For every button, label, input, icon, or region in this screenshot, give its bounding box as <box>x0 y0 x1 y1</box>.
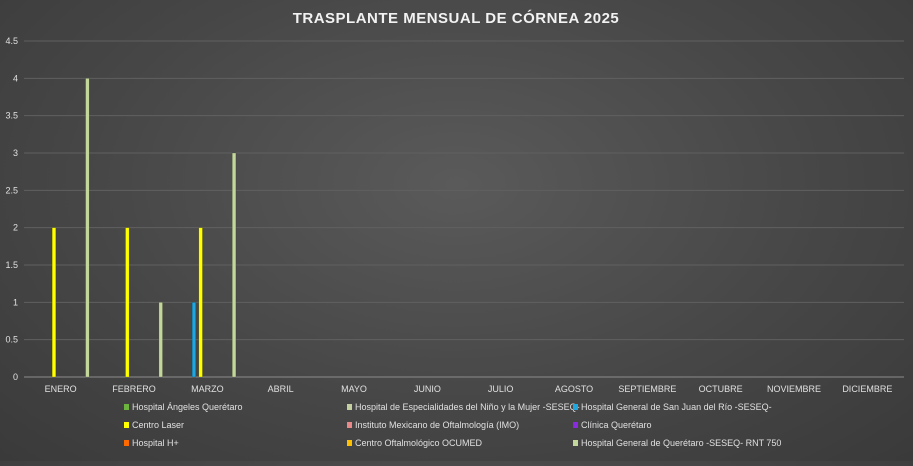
y-tick-label: 0 <box>13 372 18 382</box>
y-tick-label: 1.5 <box>5 260 18 270</box>
legend-label: Instituto Mexicano de Oftalmología (IMO) <box>355 420 519 430</box>
x-tick-label: JUNIO <box>414 384 441 394</box>
x-tick-label: JULIO <box>488 384 514 394</box>
gridlines <box>24 40 904 378</box>
x-tick-label: OCTUBRE <box>699 384 743 394</box>
x-tick-label: SEPTIEMBRE <box>618 384 676 394</box>
bars <box>51 78 237 378</box>
y-tick-label: 2.5 <box>5 185 18 195</box>
legend-swatch <box>347 440 352 446</box>
legend-label: Hospital H+ <box>132 438 179 448</box>
legend-label: Hospital Ángeles Querétaro <box>132 402 243 412</box>
x-tick-label: MARZO <box>191 384 224 394</box>
x-tick-label: MAYO <box>341 384 367 394</box>
legend-swatch <box>573 404 578 410</box>
bar <box>125 227 130 378</box>
legend-label: Centro Oftalmológico OCUMED <box>355 438 483 448</box>
y-tick-label: 4.5 <box>5 36 18 46</box>
x-tick-label: DICIEMBRE <box>842 384 892 394</box>
bar <box>158 302 163 378</box>
x-tick-label: ENERO <box>45 384 77 394</box>
legend-swatch <box>347 422 352 428</box>
x-tick-label: NOVIEMBRE <box>767 384 821 394</box>
bar <box>198 227 203 378</box>
bar <box>85 78 90 378</box>
legend-swatch <box>347 404 352 410</box>
x-tick-label: AGOSTO <box>555 384 593 394</box>
y-axis-ticks: 0 0.5 1 1.5 2 2.5 3 3.5 4 4.5 <box>5 36 18 382</box>
legend-swatch <box>124 440 129 446</box>
y-tick-label: 0.5 <box>5 335 18 345</box>
legend-swatch <box>124 404 129 410</box>
legend-label: Hospital de Especialidades del Niño y la… <box>355 402 580 412</box>
x-tick-label: FEBRERO <box>112 384 156 394</box>
x-axis-ticks: ENERO FEBRERO MARZO ABRIL MAYO JUNIO JULIO AGOS… <box>45 384 893 394</box>
legend: Hospital Ángeles Querétaro Hospital de Es… <box>124 402 781 448</box>
y-tick-label: 1 <box>13 297 18 307</box>
bar <box>51 227 57 378</box>
y-tick-label: 3.5 <box>5 111 18 121</box>
legend-swatch <box>573 422 578 428</box>
legend-swatch <box>573 440 578 446</box>
x-tick-label: ABRIL <box>268 384 294 394</box>
chart-title: TRASPLANTE MENSUAL DE CÓRNEA 2025 <box>293 9 620 27</box>
bar <box>231 152 237 378</box>
y-tick-label: 3 <box>13 148 18 158</box>
legend-label: Clínica Querétaro <box>581 420 652 430</box>
legend-swatch <box>124 422 129 428</box>
y-tick-label: 4 <box>13 73 18 83</box>
legend-label: Hospital General de Querétaro -SESEQ- RN… <box>581 438 781 448</box>
legend-label: Centro Laser <box>132 420 184 430</box>
y-tick-label: 2 <box>13 223 18 233</box>
bar <box>191 302 197 378</box>
legend-label: Hospital General de San Juan del Río -SE… <box>581 402 772 412</box>
